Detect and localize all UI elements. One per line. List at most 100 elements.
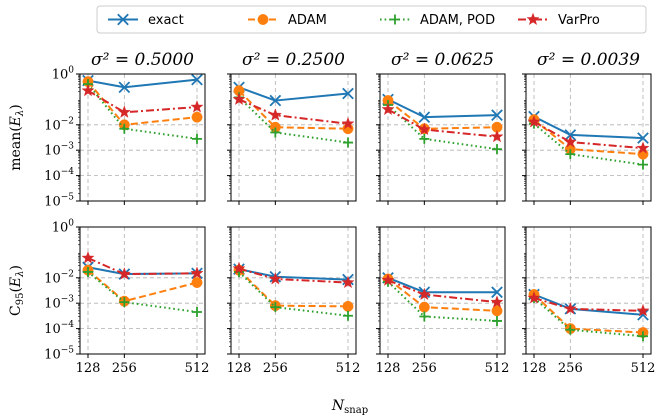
series-exact [382,93,503,123]
axis-labels: mean(Eλ) C95(Eλ) Nsnap [8,104,368,416]
series-exact [82,74,203,94]
data-point [490,129,504,143]
xtick-label: 256 [412,361,437,376]
data-point [190,266,204,279]
data-point [527,291,541,304]
series-exact [82,261,203,280]
xtick-label: 256 [112,361,137,376]
data-point [269,94,282,107]
xtick-label: 512 [336,361,361,376]
series-adam-pod [83,266,202,318]
series-line [238,89,349,130]
series-adam-pod [234,92,353,148]
ytick-label: 10−4 [44,167,74,184]
data-point [343,310,353,321]
series-adam [382,273,503,317]
data-point [232,261,246,275]
series-varpro [527,291,650,317]
ytick-label: 10−3 [44,295,74,312]
gridlines [526,227,651,354]
xtick-label: 512 [631,361,656,376]
series-line [87,81,198,126]
data-point [81,83,95,97]
series-line [238,96,349,144]
series-varpro [81,251,204,280]
data-point [192,307,202,318]
axes-frame [379,226,506,355]
data-point [270,302,281,313]
legend-label: ADAM, POD [420,13,495,28]
data-point [118,81,131,94]
data-point [637,132,649,144]
legend-marker [117,13,129,26]
ytick-label: 10−2 [44,116,74,133]
series-group [381,93,504,155]
series-exact [528,288,649,321]
gridlines [380,74,505,201]
data-point [491,286,503,299]
legend-marker [257,14,269,25]
data-point [342,300,354,312]
data-point [342,87,354,100]
series-group [81,251,204,318]
gridlines [80,227,205,354]
gridlines [380,227,505,354]
series-line [533,293,644,334]
data-point [119,297,130,308]
data-point [564,129,577,141]
legend-entry-adam-pod: ADAM, POD [380,13,495,28]
ytick-label: 100 [52,219,75,236]
series-group [232,261,355,321]
axes-frame [79,73,206,202]
data-point [341,275,355,289]
panel-r0-c3: σ² = 0.0039 [522,50,652,205]
ytick-label: 10−5 [44,346,74,363]
series-adam [82,264,203,307]
panel-r0-c0: 100 10−2 10−3 10−4 10−5 σ² = 0.5000 [44,50,206,210]
series-line [87,257,198,276]
data-point [81,251,95,264]
data-point [563,301,577,315]
legend-marker [390,14,400,25]
axes-frame [230,73,357,202]
data-point [381,273,395,286]
data-point [83,266,93,277]
data-point [341,116,355,130]
ytick-label: 10−5 [44,193,74,210]
series-line [533,297,644,338]
data-point [191,111,203,123]
data-point [419,133,430,144]
legend-entry-varpro: VarPro [518,12,600,28]
ytick-label: 100 [52,66,75,83]
xlabel: Nsnap [331,398,368,416]
panel-title: σ² = 0.0039 [537,50,640,70]
ylabel-mean: mean(Eλ) [8,104,26,170]
data-point [191,277,203,289]
axes-frame [525,73,652,202]
series-line [387,108,498,138]
xtick-label: 256 [558,361,583,376]
series-group [232,81,355,148]
data-point [191,74,203,86]
data-point [419,311,430,322]
series-varpro [232,92,355,130]
ytick-label: 10−4 [44,320,74,337]
data-point [232,92,246,105]
data-point [117,105,131,118]
data-point [270,127,281,138]
series-group [527,288,650,342]
data-point [381,102,395,116]
data-point [565,324,576,335]
data-point [190,100,204,113]
data-point [119,123,130,134]
legend-label: VarPro [558,13,600,28]
xtick-label: 512 [485,361,510,376]
series-varpro [81,83,204,118]
series-group [381,271,504,326]
ytick-label: 10−2 [44,269,74,286]
legend-entry-exact: exact [108,13,184,28]
data-point [638,159,648,170]
series-line [238,98,349,125]
ytick-label: 10−3 [44,142,74,159]
